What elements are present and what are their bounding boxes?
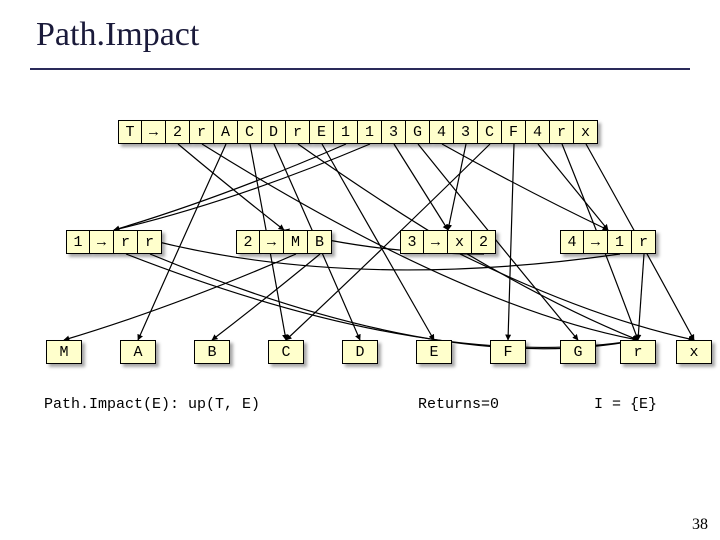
trace-cell: 4 — [526, 120, 550, 144]
rule-cell: 1 — [66, 230, 90, 254]
footer-left: Path.Impact(E): up(T, E) — [44, 396, 260, 413]
leaf-r: r — [620, 340, 656, 364]
trace-cell: r — [550, 120, 574, 144]
leaf-B: B — [194, 340, 230, 364]
rule-cell: 4 — [560, 230, 584, 254]
rule-cell: M — [284, 230, 308, 254]
trace-cell: D — [262, 120, 286, 144]
trace-cell: F — [502, 120, 526, 144]
leaf-x: x — [676, 340, 712, 364]
rule-3: 3→x2 — [400, 230, 496, 254]
rule-1: 1→rr — [66, 230, 162, 254]
title-underline — [30, 68, 690, 70]
trace-cell: T — [118, 120, 142, 144]
rule-cell: → — [424, 230, 448, 254]
rule-cell: x — [448, 230, 472, 254]
leaf-G: G — [560, 340, 596, 364]
trace-cell: 1 — [334, 120, 358, 144]
rule-cell: → — [90, 230, 114, 254]
footer-right: I = {E} — [594, 396, 657, 413]
trace-cell: 2 — [166, 120, 190, 144]
trace-cell: 1 — [358, 120, 382, 144]
rule-cell: 2 — [472, 230, 496, 254]
trace-cell: 4 — [430, 120, 454, 144]
footer-mid: Returns=0 — [418, 396, 499, 413]
trace-cell: G — [406, 120, 430, 144]
trace-cell: 3 — [382, 120, 406, 144]
rule-2: 2→MB — [236, 230, 332, 254]
leaf-D: D — [342, 340, 378, 364]
trace-cell: A — [214, 120, 238, 144]
rule-4: 4→1r — [560, 230, 656, 254]
edge-layer — [0, 0, 720, 540]
trace-cell: 3 — [454, 120, 478, 144]
leaf-F: F — [490, 340, 526, 364]
trace-cell: C — [478, 120, 502, 144]
rule-cell: r — [632, 230, 656, 254]
page-title: Path.Impact — [36, 16, 199, 54]
leaf-E: E — [416, 340, 452, 364]
trace-cell: r — [286, 120, 310, 144]
rule-cell: r — [138, 230, 162, 254]
trace-string: T→2rACDrE113G43CF4rx — [118, 120, 598, 144]
trace-cell: r — [190, 120, 214, 144]
rule-cell: 2 — [236, 230, 260, 254]
trace-cell: → — [142, 120, 166, 144]
rule-cell: → — [584, 230, 608, 254]
leaf-C: C — [268, 340, 304, 364]
trace-cell: C — [238, 120, 262, 144]
page-number: 38 — [692, 516, 708, 534]
leaf-M: M — [46, 340, 82, 364]
trace-cell: x — [574, 120, 598, 144]
rule-cell: r — [114, 230, 138, 254]
trace-cell: E — [310, 120, 334, 144]
rule-cell: 3 — [400, 230, 424, 254]
leaf-A: A — [120, 340, 156, 364]
rule-cell: → — [260, 230, 284, 254]
rule-cell: 1 — [608, 230, 632, 254]
rule-cell: B — [308, 230, 332, 254]
